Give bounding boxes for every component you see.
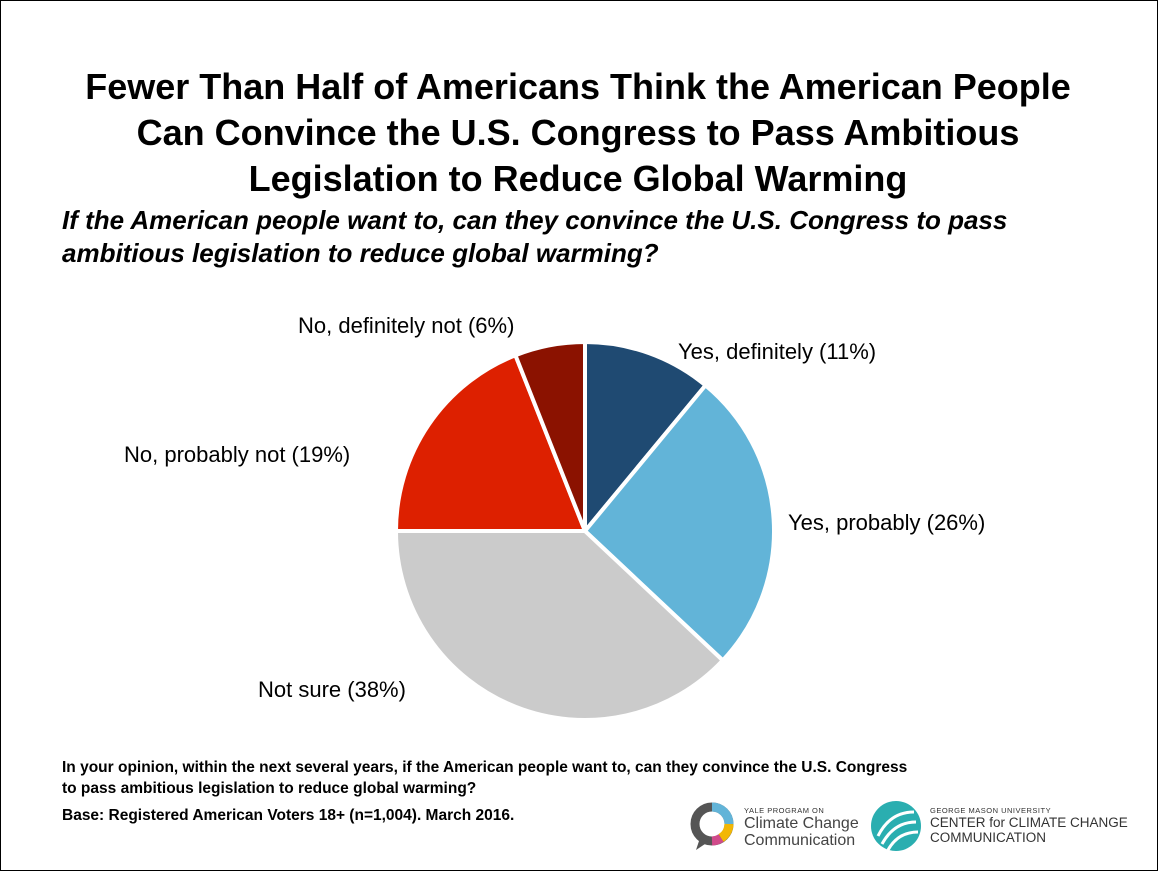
slice-label: Yes, probably (26%)	[788, 510, 985, 535]
pie-slice	[583, 383, 776, 663]
footnote-line-1: In your opinion, within the next several…	[62, 759, 908, 776]
slice-label: No, probably not (19%)	[124, 442, 350, 467]
yale-logo-line2: Communication	[744, 832, 856, 849]
gmu-logo-line1: CENTER for CLIMATE CHANGE	[930, 815, 1128, 830]
footnote-line-2: to pass ambitious legislation to reduce …	[62, 780, 477, 797]
gmu-logo-line2: COMMUNICATION	[930, 830, 1046, 845]
gmu-logo-small: GEORGE MASON UNIVERSITY	[930, 806, 1052, 815]
pie-slice	[583, 340, 708, 533]
title-line-3: Legislation to Reduce Global Warming	[248, 158, 908, 199]
slice-label: No, definitely not (6%)	[298, 313, 514, 338]
slide-title: Fewer Than Half of Americans Think the A…	[0, 64, 1156, 202]
pie-slice	[394, 529, 725, 722]
question-line-1: If the American people want to, can they…	[62, 205, 1008, 235]
gmu-burst-icon	[871, 801, 921, 851]
question-line-2: ambitious legislation to reduce global w…	[62, 238, 659, 268]
base-note: Base: Registered American Voters 18+ (n=…	[62, 807, 515, 824]
yale-ring-icon	[690, 802, 734, 850]
question-footnote: In your opinion, within the next several…	[62, 757, 1152, 799]
yale-program-logo: YALE PROGRAM ON Climate Change Communica…	[684, 798, 864, 858]
slice-label: Yes, definitely (11%)	[678, 339, 876, 364]
title-line-2: Can Convince the U.S. Congress to Pass A…	[136, 112, 1020, 153]
pie-slice	[513, 340, 587, 533]
survey-question: If the American people want to, can they…	[62, 204, 1132, 270]
yale-logo-line1: Climate Change	[744, 815, 859, 832]
slice-label: Not sure (38%)	[258, 677, 406, 702]
gmu-center-logo: GEORGE MASON UNIVERSITY CENTER for CLIMA…	[868, 798, 1138, 858]
yale-logo-small: YALE PROGRAM ON	[744, 806, 825, 815]
title-line-1: Fewer Than Half of Americans Think the A…	[85, 66, 1071, 107]
pie-slice	[394, 353, 587, 533]
